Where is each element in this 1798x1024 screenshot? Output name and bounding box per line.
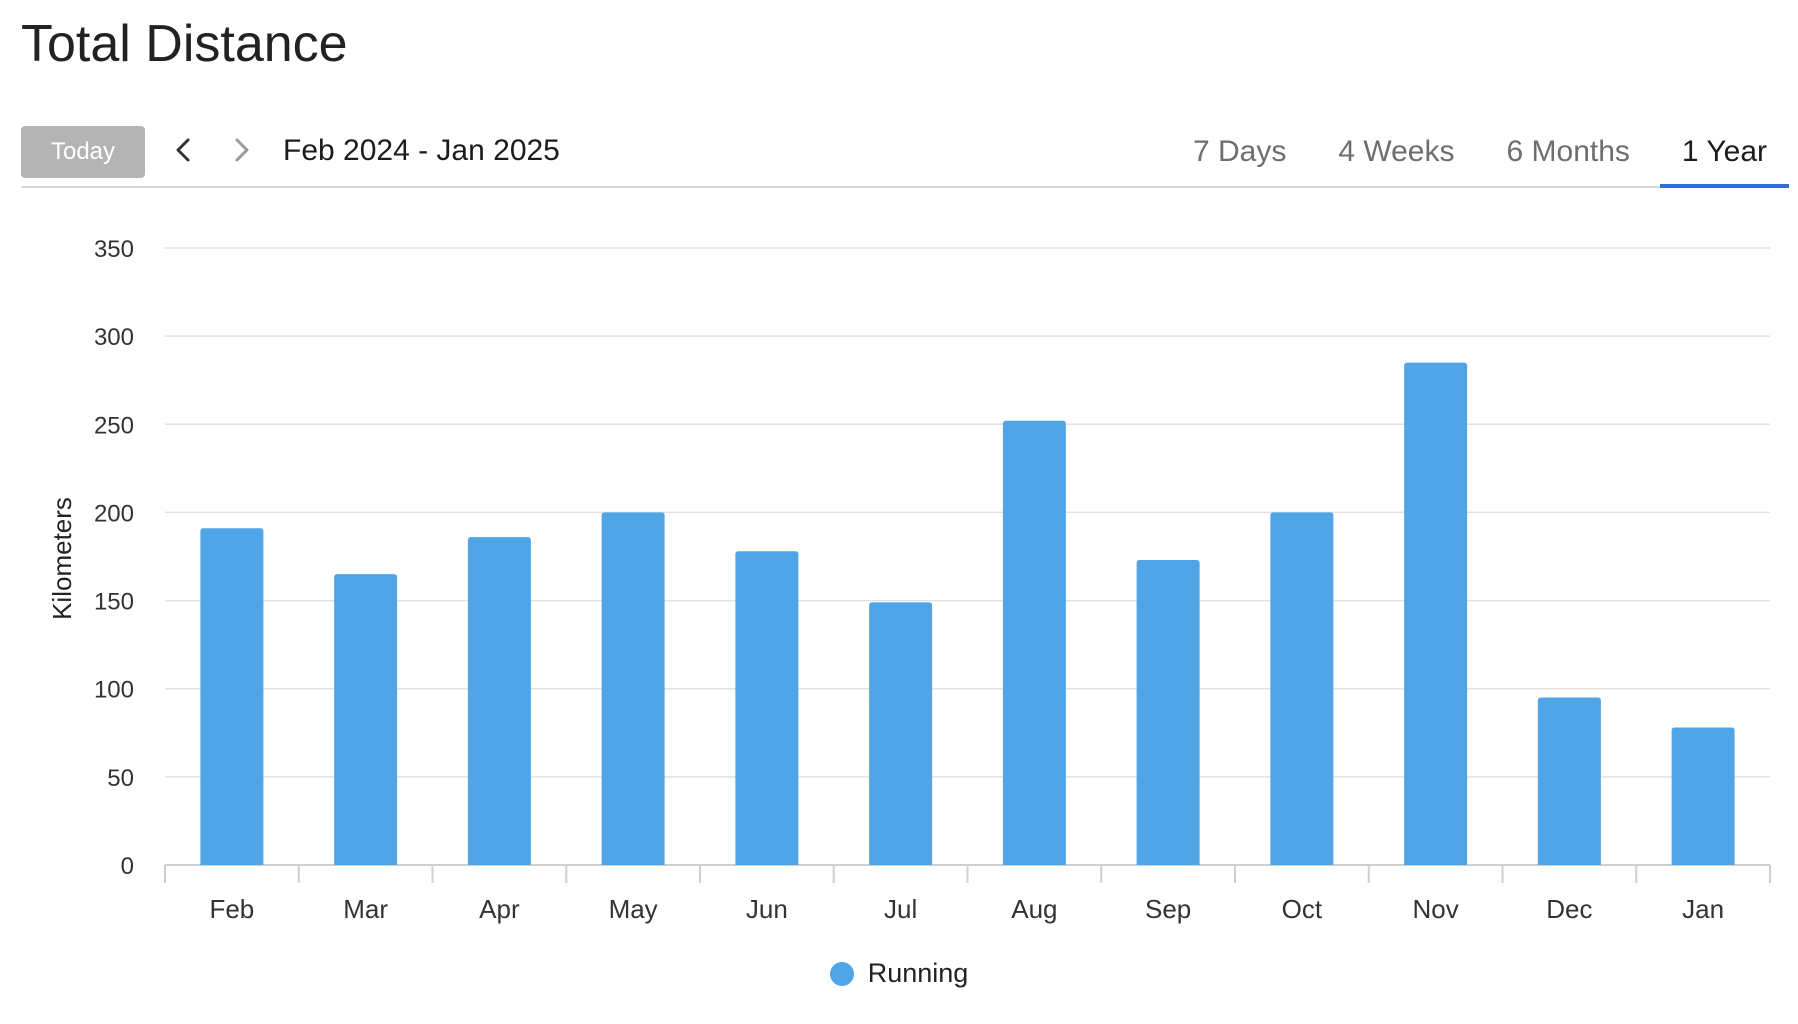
today-button[interactable]: Today [21, 126, 145, 178]
y-tick-label: 50 [107, 765, 134, 792]
x-tick-label: Mar [343, 894, 388, 924]
bar-may[interactable] [601, 512, 665, 865]
chart-legend: Running [0, 958, 1798, 991]
bar-sep[interactable] [1136, 560, 1200, 865]
y-tick-label: 100 [94, 677, 134, 704]
x-tick-label: Nov [1413, 894, 1459, 924]
bar-oct[interactable] [1270, 512, 1334, 865]
legend-label: Running [867, 958, 969, 988]
y-tick-label: 350 [94, 236, 134, 263]
bar-apr[interactable] [467, 537, 531, 865]
legend-item-running[interactable]: Running [829, 958, 969, 989]
x-tick-label: Oct [1282, 894, 1323, 924]
y-tick-label: 200 [94, 500, 134, 527]
x-tick-label: Aug [1011, 894, 1057, 924]
page-title: Total Distance [21, 15, 348, 73]
bar-jul[interactable] [869, 602, 933, 865]
distance-chart: 0 50 100 150 200 250 300 350 Kilometers Feb Mar Apr… [0, 200, 1798, 1024]
date-range-label: Feb 2024 - Jan 2025 [283, 134, 560, 167]
legend-swatch [829, 961, 854, 986]
tab-4-weeks[interactable]: 4 Weeks [1338, 135, 1455, 168]
x-tick-label: Jan [1682, 894, 1724, 924]
bar-chart-svg: 0 50 100 150 200 250 300 350 Kilometers Feb Mar Apr… [47, 236, 1771, 924]
chevron-left-icon [176, 138, 190, 162]
next-period-button[interactable] [224, 130, 258, 170]
x-tick-label: Jul [884, 894, 917, 924]
range-tabs: 7 Days 4 Weeks 6 Months 1 Year [1163, 120, 1790, 188]
y-tick-label: 0 [121, 853, 134, 880]
bar-jun[interactable] [735, 551, 799, 865]
date-range-toolbar: Today Feb 2024 - Jan 2025 7 Days 4 Weeks… [21, 120, 1790, 188]
chevron-right-icon [235, 138, 249, 162]
x-tick-label: Sep [1145, 894, 1191, 924]
bar-feb[interactable] [200, 528, 264, 865]
previous-period-button[interactable] [167, 130, 201, 170]
bar-dec[interactable] [1537, 697, 1601, 865]
tab-1-year[interactable]: 1 Year [1659, 120, 1790, 188]
bar-jan[interactable] [1671, 727, 1735, 865]
tab-7-days[interactable]: 7 Days [1192, 135, 1287, 168]
x-tick-label: Dec [1546, 894, 1592, 924]
bar-mar[interactable] [334, 574, 398, 865]
y-tick-label: 300 [94, 324, 134, 351]
tab-6-months[interactable]: 6 Months [1506, 135, 1630, 168]
bar-nov[interactable] [1404, 362, 1468, 865]
y-tick-label: 150 [94, 589, 134, 616]
bar-aug[interactable] [1002, 420, 1066, 865]
x-tick-label: Feb [209, 894, 254, 924]
y-tick-label: 250 [94, 412, 134, 439]
y-axis-title: Kilometers [47, 497, 77, 620]
x-tick-label: Apr [479, 894, 520, 924]
x-tick-label: Jun [746, 894, 788, 924]
x-tick-label: May [609, 894, 658, 924]
